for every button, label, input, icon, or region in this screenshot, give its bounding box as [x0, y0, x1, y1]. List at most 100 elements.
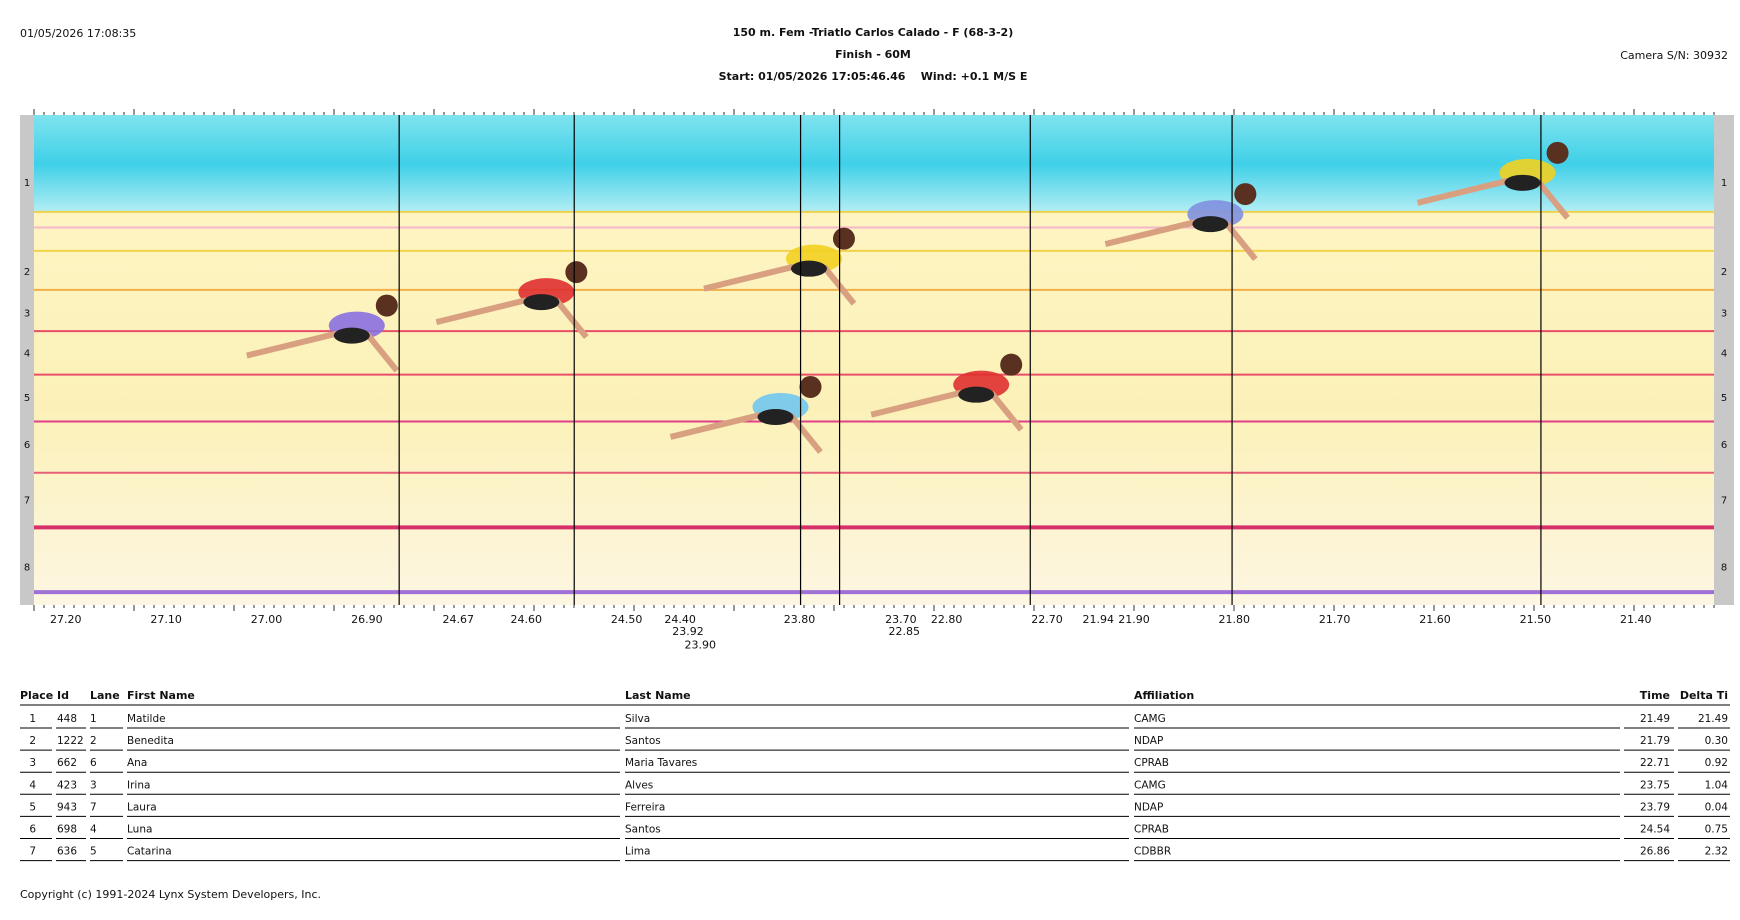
cell: Lima	[625, 846, 650, 858]
cell: 636	[57, 846, 77, 858]
lane-label: 8	[1721, 563, 1727, 574]
cell: 448	[57, 713, 77, 725]
runner-head	[1234, 183, 1257, 206]
time-label: 24.40	[664, 613, 696, 626]
cell: Silva	[625, 713, 650, 725]
cell: 26.86	[1640, 846, 1670, 858]
cell: 5	[29, 801, 36, 813]
lane-label: 6	[1721, 440, 1727, 451]
runner-shorts	[1504, 174, 1541, 191]
cell: Ana	[127, 757, 147, 769]
cell: Luna	[127, 824, 152, 836]
cell: 7	[90, 801, 97, 813]
time-label: 22.70	[1031, 613, 1063, 626]
cell: Irina	[127, 779, 150, 791]
results-table: Place Id Lane First Name Last Name Affiliatio…	[20, 689, 1730, 862]
printed-at: 01/05/2026 17:08:35	[20, 27, 136, 40]
lane-label: 4	[1721, 348, 1727, 359]
cell: Benedita	[127, 735, 174, 747]
cell: 0.92	[1705, 757, 1728, 769]
time-label: 21.70	[1319, 613, 1351, 626]
cell: 21.49	[1698, 713, 1728, 725]
cell: CAMG	[1134, 779, 1166, 791]
time-label: 21.90	[1118, 613, 1150, 626]
cell: 23.75	[1640, 779, 1670, 791]
cell: 2.32	[1705, 846, 1728, 858]
column-header: First Name	[127, 689, 195, 702]
runner-leg	[988, 390, 1024, 432]
column-header: Id	[57, 689, 69, 702]
cell: 3	[29, 757, 36, 769]
cell: 4	[29, 779, 36, 791]
time-lines	[398, 115, 1542, 605]
time-labels: 27.20 27.10 27.00 26.90 24.67 24.60 24.50 24.40…	[50, 613, 1651, 652]
lane-label: 1	[1721, 178, 1727, 189]
runner-head	[1000, 353, 1023, 376]
cell: 21.49	[1640, 713, 1670, 725]
runner-leg	[435, 297, 528, 326]
cell: 23.79	[1640, 801, 1670, 813]
time-label: 22.85	[889, 625, 921, 638]
runner-leg	[364, 331, 400, 373]
time-label: 23.80	[784, 613, 816, 626]
runner-shorts	[958, 386, 995, 403]
cell: NDAP	[1134, 735, 1163, 747]
lane-label: 5	[1721, 393, 1727, 404]
time-label: 24.60	[511, 613, 543, 626]
time-label: 23.92	[672, 625, 704, 638]
lane-label: 7	[1721, 496, 1727, 507]
cell: 1.04	[1705, 779, 1729, 791]
column-header: Affiliation	[1134, 689, 1194, 702]
time-label: 27.00	[251, 613, 283, 626]
time-label: 23.70	[885, 613, 917, 626]
lane-label: 8	[24, 563, 30, 574]
runner-leg	[788, 413, 823, 454]
subtitle: Finish - 60M	[835, 48, 911, 61]
cell: Alves	[625, 779, 653, 791]
column-header: Lane	[90, 689, 120, 702]
cell: Laura	[127, 801, 157, 813]
runner-head	[799, 375, 822, 398]
lane-label: 1	[24, 178, 30, 189]
ticks	[33, 109, 1715, 611]
runner-shorts	[1192, 216, 1229, 233]
cell: NDAP	[1134, 801, 1163, 813]
time-label: 22.80	[931, 613, 963, 626]
photo	[20, 109, 1734, 611]
time-label: 27.10	[150, 613, 182, 626]
time-label: 21.50	[1520, 613, 1552, 626]
cell: 0.75	[1705, 824, 1728, 836]
runner-head	[1546, 141, 1569, 164]
runner-leg	[1535, 178, 1570, 220]
lane-lines	[34, 210, 1714, 595]
column-header: Time	[1640, 689, 1670, 702]
runners	[246, 141, 1570, 454]
time-label: 21.94	[1083, 613, 1115, 626]
runner-leg	[821, 264, 857, 306]
cell: Santos	[625, 735, 661, 747]
camera: Camera S/N: 30932	[1620, 49, 1728, 62]
runner-leg	[1416, 177, 1509, 206]
column-header: Last Name	[625, 689, 691, 702]
cell: Santos	[625, 824, 661, 836]
cell: 0.04	[1705, 801, 1729, 813]
time-label: 26.90	[351, 613, 383, 626]
cell: Maria Tavares	[625, 757, 697, 769]
lane-labels: 1 1 2 2 3 3 4 4 5 5 6 6 7 7 8 8	[24, 178, 1727, 574]
cell: 1222	[57, 735, 84, 747]
cell: 0.30	[1705, 735, 1728, 747]
cell: 6	[29, 824, 36, 836]
time-label: 21.60	[1419, 613, 1451, 626]
start-line: Start: 01/05/2026 17:05:46.46 Wind: +0.1…	[719, 70, 1028, 83]
cell: 662	[57, 757, 77, 769]
runner-leg	[870, 389, 962, 418]
lane-label: 2	[1721, 267, 1727, 278]
cell: 1	[29, 713, 36, 725]
lane-label: 6	[24, 440, 30, 451]
cell: CPRAB	[1134, 757, 1169, 769]
cell: 22.71	[1640, 757, 1670, 769]
cell: 2	[90, 735, 97, 747]
runner-leg	[1223, 220, 1258, 261]
copyright: Copyright (c) 1991-2024 Lynx System Deve…	[20, 888, 321, 901]
